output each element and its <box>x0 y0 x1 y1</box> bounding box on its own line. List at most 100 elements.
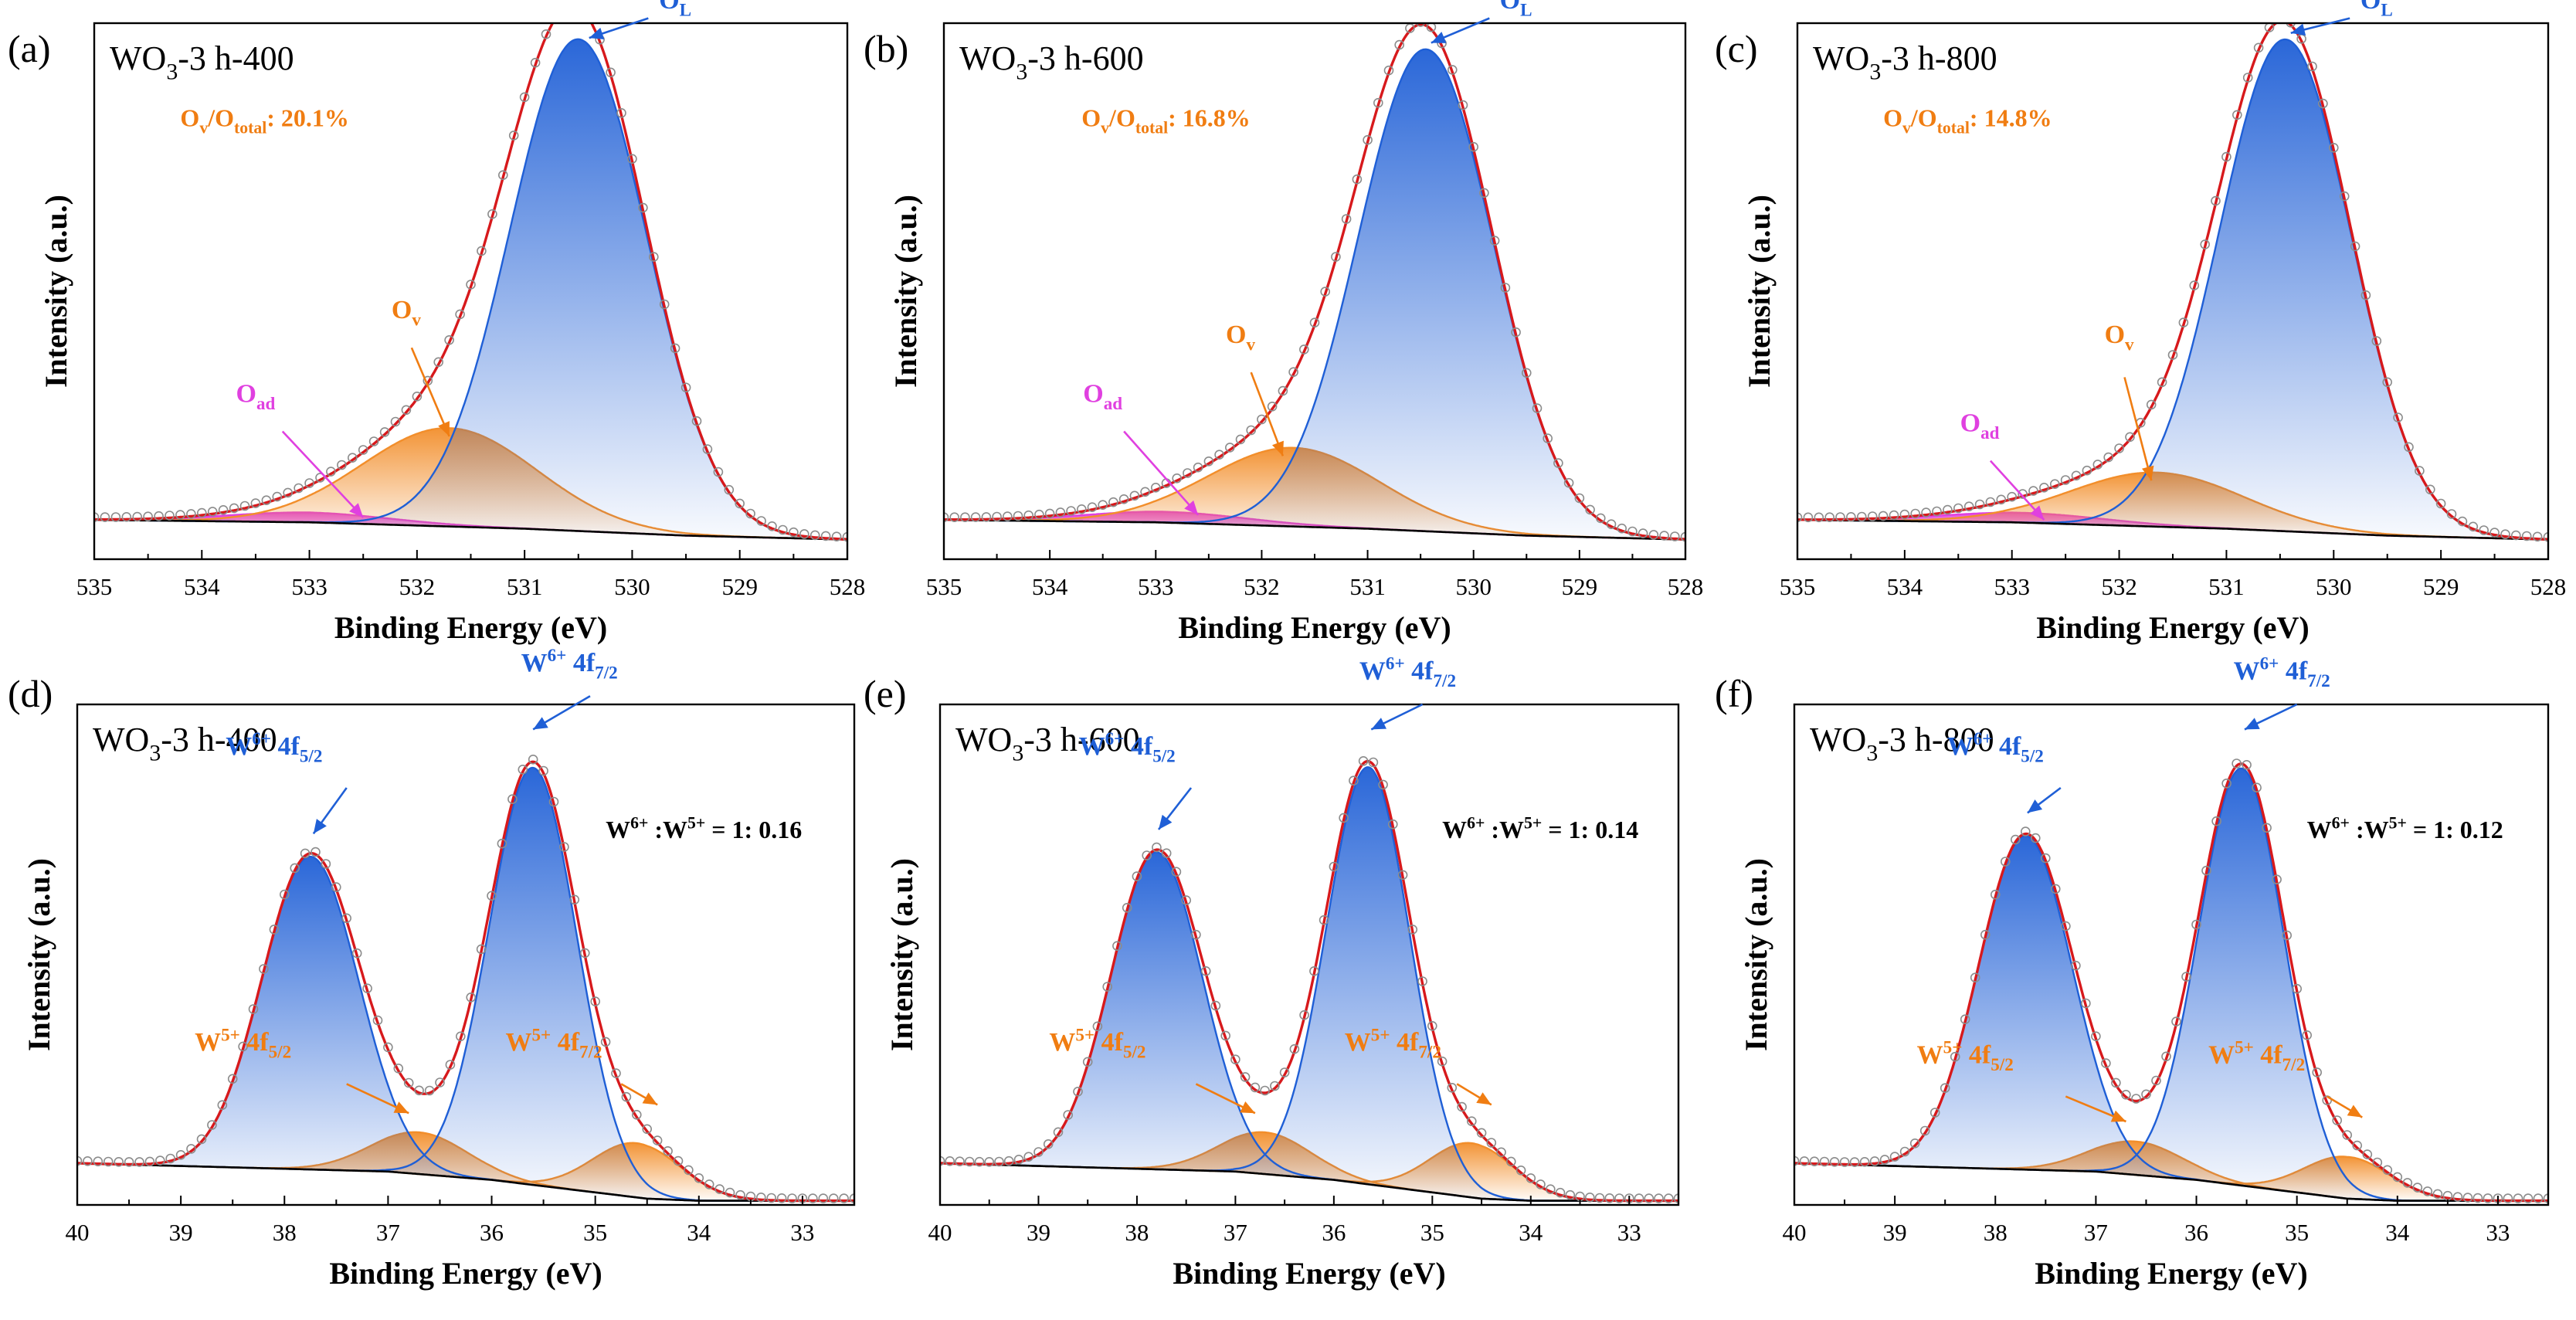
raw-point <box>735 1189 745 1200</box>
y-axis-title: Intensity (a.u.) <box>1739 858 1773 1051</box>
raw-point <box>1506 1156 1516 1167</box>
x-tick-label: 40 <box>66 1219 90 1246</box>
raw-point <box>1879 1155 1890 1165</box>
raw-point <box>1950 1051 1960 1062</box>
peak-fill-ol <box>94 39 847 540</box>
peak-label: W5+ 4f7/2 <box>2208 1037 2305 1074</box>
raw-point <box>1644 1193 1655 1203</box>
x-axis-title: Binding Energy (eV) <box>2036 610 2309 645</box>
raw-point <box>466 993 477 1003</box>
sample-title: WO3-3 h-600 <box>955 721 1140 765</box>
raw-point <box>2360 290 2371 300</box>
raw-point <box>955 1156 965 1166</box>
raw-point <box>2092 460 2103 470</box>
raw-point <box>186 509 196 519</box>
raw-point <box>143 511 153 522</box>
raw-point <box>1368 757 1379 768</box>
x-tick-label: 40 <box>1783 1219 1807 1246</box>
raw-point <box>519 92 530 103</box>
raw-point <box>1496 1147 1506 1158</box>
raw-point <box>1468 141 1478 152</box>
raw-point <box>2082 465 2092 476</box>
raw-point <box>124 1157 134 1167</box>
raw-point <box>1479 188 1489 199</box>
raw-point <box>659 299 670 310</box>
x-tick-label: 528 <box>830 573 866 600</box>
panel-b: 535 534 533 532 531 530 529 528 Binding Energy (… <box>864 0 1703 645</box>
raw-point <box>154 511 164 521</box>
raw-data <box>944 23 1685 542</box>
peak-label: Oad <box>1960 409 2000 443</box>
x-axis-title: Binding Energy (eV) <box>1173 1256 1445 1291</box>
raw-point <box>1246 425 1256 436</box>
raw-point <box>466 280 476 290</box>
raw-point <box>684 1165 694 1176</box>
x-tick-label: 530 <box>1455 573 1492 600</box>
raw-point <box>1594 1193 1605 1203</box>
raw-point <box>2151 1075 2161 1086</box>
raw-point <box>279 889 290 900</box>
raw-point <box>940 1155 945 1166</box>
raw-point <box>714 1184 725 1194</box>
peak-label: W5+ 4f7/2 <box>1345 1025 1441 1062</box>
ratio-annotation: W6+ :W5+ = 1: 0.14 <box>1442 814 1638 843</box>
raw-point <box>642 1124 653 1135</box>
raw-point <box>2253 42 2264 53</box>
raw-point <box>1023 1152 1033 1162</box>
raw-point <box>77 1155 83 1166</box>
x-tick-label: 529 <box>721 573 758 600</box>
raw-point <box>1397 870 1408 881</box>
raw-point <box>1279 1067 1290 1077</box>
raw-point <box>2101 1058 2111 1068</box>
x-tick-label: 528 <box>1668 573 1704 600</box>
raw-point <box>1023 510 1033 521</box>
x-tick-label: 535 <box>76 573 113 600</box>
raw-point <box>337 460 347 470</box>
raw-point <box>1859 1157 1870 1167</box>
raw-point <box>1210 1000 1221 1011</box>
x-tick-label: 34 <box>687 1219 711 1246</box>
raw-point <box>2091 1031 2101 1041</box>
raw-point <box>1849 1157 1860 1167</box>
raw-point <box>2425 484 2435 495</box>
raw-point <box>1339 813 1349 823</box>
raw-point <box>165 511 175 521</box>
raw-point <box>2322 1095 2332 1105</box>
raw-point <box>134 1157 144 1167</box>
raw-point <box>585 12 593 21</box>
raw-point <box>217 1100 228 1110</box>
peak-label: OL <box>1500 0 1532 20</box>
raw-point <box>207 1120 217 1130</box>
raw-point <box>2221 151 2232 162</box>
raw-point <box>1077 504 1087 514</box>
raw-point <box>1358 755 1369 766</box>
raw-point <box>2404 442 2414 453</box>
raw-point <box>326 467 336 477</box>
raw-point <box>992 511 1002 522</box>
raw-point <box>1799 1156 1810 1166</box>
arrow-head <box>2244 718 2260 730</box>
raw-point <box>83 1156 93 1166</box>
x-tick-label: 39 <box>1883 1219 1907 1246</box>
raw-point <box>2232 110 2242 120</box>
raw-point <box>849 1193 854 1203</box>
raw-point <box>1857 511 1867 522</box>
x-tick-label: 36 <box>1322 1219 1346 1246</box>
raw-point <box>1546 1184 1556 1194</box>
raw-point <box>616 108 626 118</box>
raw-point <box>1349 775 1359 786</box>
x-tick-label: 531 <box>2208 573 2245 600</box>
raw-point <box>2415 466 2425 476</box>
raw-point <box>1257 414 1267 425</box>
raw-point <box>1112 941 1122 951</box>
peak-label: W5+ 4f5/2 <box>1049 1025 1145 1062</box>
raw-point <box>960 512 970 523</box>
y-axis-title: Intensity (a.u.) <box>888 195 923 388</box>
raw-point <box>1794 1155 1800 1166</box>
raw-point <box>93 1156 104 1166</box>
arrow-head <box>1476 1092 1492 1105</box>
panel-label: (d) <box>8 672 53 715</box>
raw-point <box>1604 1193 1615 1203</box>
raw-point <box>2114 443 2124 453</box>
raw-point <box>1585 504 1595 515</box>
